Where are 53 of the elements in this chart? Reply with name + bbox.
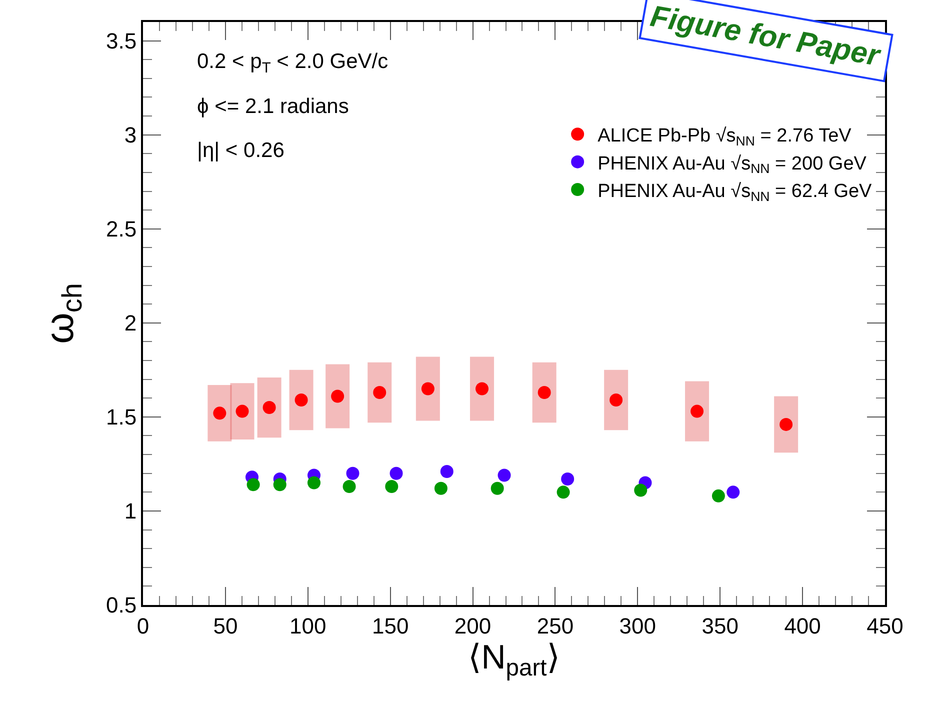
y-tick-label: 3 — [124, 122, 137, 148]
point — [538, 386, 551, 399]
annotation: |η| < 0.26 — [197, 139, 284, 162]
point — [610, 394, 623, 407]
annotation: Figure for Paper — [648, 0, 884, 74]
x-tick-label: 200 — [454, 613, 492, 638]
x-tick-label: 0 — [136, 613, 150, 638]
point — [346, 466, 360, 480]
point — [498, 468, 511, 482]
x-tick-label: 50 — [213, 613, 238, 638]
point — [373, 386, 386, 399]
x-tick-label: 400 — [784, 613, 821, 638]
annotation: ϕ <= 2.1 radians — [197, 95, 349, 118]
y-tick-label: 2 — [124, 310, 137, 336]
point — [780, 418, 793, 431]
point — [262, 401, 276, 414]
point — [434, 482, 448, 495]
legend-label: PHENIX Au-Au √s$_{NN}$ = 200 GeV — [598, 153, 867, 176]
point — [490, 482, 504, 495]
point — [236, 404, 249, 418]
point — [342, 480, 356, 494]
point — [331, 390, 344, 403]
x-tick-label: 450 — [866, 613, 904, 638]
point — [561, 472, 574, 486]
y-tick-label: 1.5 — [106, 404, 137, 430]
point — [556, 486, 570, 499]
point — [421, 382, 434, 396]
point — [246, 478, 260, 492]
y-tick-label: 3.5 — [106, 28, 137, 54]
point — [213, 406, 226, 420]
x-tick-label: 150 — [372, 613, 409, 638]
point — [690, 404, 704, 418]
x-tick-label: 250 — [536, 613, 574, 638]
x-tick-label: 300 — [619, 613, 656, 638]
point — [294, 394, 308, 407]
y-tick-label: 2.5 — [106, 216, 137, 242]
x-axis-title: ⟨N$_{part}$⟩ — [468, 638, 560, 682]
point — [634, 484, 648, 497]
point — [712, 489, 725, 502]
point — [440, 464, 454, 478]
point — [385, 480, 398, 494]
x-tick-label: 100 — [290, 613, 326, 638]
point — [390, 466, 403, 480]
legend-label: PHENIX Au-Au √s$_{NN}$ = 62.4 GeV — [598, 180, 872, 204]
point — [476, 382, 489, 396]
point — [307, 476, 320, 490]
y-tick-label: 0.5 — [106, 592, 137, 618]
y-tick-label: 1 — [124, 498, 137, 524]
legend-label: ALICE Pb-Pb √s$_{NN}$ = 2.76 TeV — [598, 126, 852, 149]
annotation: 0.2 < p$_{T}$ < 2.0 GeV/c — [197, 50, 388, 76]
point — [273, 478, 286, 492]
point — [726, 486, 740, 499]
x-tick-label: 350 — [702, 613, 738, 638]
